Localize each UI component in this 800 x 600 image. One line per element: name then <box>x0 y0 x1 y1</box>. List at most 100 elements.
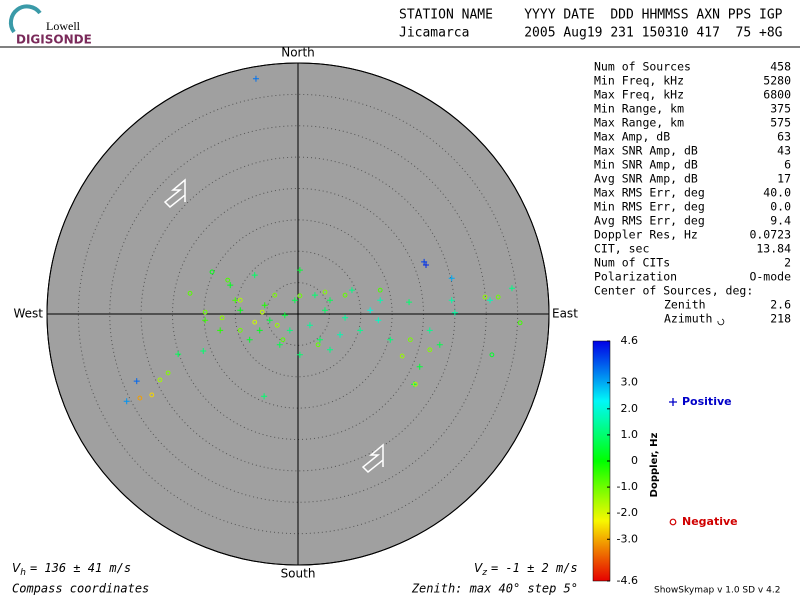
source-negative <box>137 395 143 401</box>
center-label: Azimuth <box>664 312 712 326</box>
stat-value: 6 <box>784 158 791 172</box>
legend-label: Negative <box>682 515 738 528</box>
source-positive <box>232 297 239 304</box>
zenith-label: Zenith: max 40° step 5° <box>411 582 578 596</box>
source-positive <box>487 297 494 304</box>
legend-label: Positive <box>682 395 732 408</box>
stat-value: 13.84 <box>756 242 791 256</box>
stat-label: Min RMS Err, deg <box>594 200 705 214</box>
source-positive <box>311 292 318 299</box>
stat-label: Max Freq, kHz <box>594 88 684 102</box>
arrow-sw <box>361 443 384 474</box>
source-negative <box>187 290 193 296</box>
source-positive <box>348 287 355 294</box>
colorbar-tick-label: 3.0 <box>621 376 639 389</box>
logo-line2: DIGISONDE <box>16 33 92 47</box>
stat-label: Avg RMS Err, deg <box>594 214 705 228</box>
direction-west: West <box>13 307 43 321</box>
source-positive <box>217 327 224 334</box>
source-negative <box>219 315 225 321</box>
colorbar: -4.6 -3.0 -2.0 -1.0 0 1.0 2.0 3.0 4.6 Doppler, Hz… <box>592 334 738 587</box>
source-negative <box>225 277 231 283</box>
source-positive <box>377 297 384 304</box>
stats-panel: Num of Sources 458 Min Freq, kHz 5280 Max Fr… <box>594 60 791 326</box>
stat-label: Polarization <box>594 270 677 284</box>
colorbar-tick-label: -2.0 <box>617 506 638 519</box>
source-positive <box>406 299 413 306</box>
source-negative <box>252 319 258 325</box>
version-label: ShowSkymap v 1.0 SD v 4.2 <box>654 586 780 596</box>
source-positive <box>200 348 207 355</box>
source-negative <box>489 352 495 358</box>
stat-label: Min Range, km <box>594 102 684 116</box>
source-negative <box>272 292 278 298</box>
source-negative <box>412 381 418 387</box>
source-positive <box>261 393 268 400</box>
stat-value: 458 <box>770 60 791 74</box>
source-negative <box>399 353 405 359</box>
source-negative <box>237 327 243 333</box>
source-positive <box>416 363 423 370</box>
source-positive <box>202 317 209 324</box>
source-positive <box>451 309 458 316</box>
source-negative <box>297 293 303 299</box>
stat-label: CIT, sec <box>594 242 649 256</box>
colorbar-label: Doppler, Hz <box>649 433 660 498</box>
source-negative <box>274 322 280 328</box>
direction-south: South <box>281 567 316 581</box>
source-positive <box>327 346 334 353</box>
azimuth-glyph <box>717 318 725 326</box>
source-positive <box>291 297 298 304</box>
source-positive <box>175 351 182 358</box>
colorbar-tick-label: 0 <box>631 454 638 467</box>
vh-label: Vh = 136 ± 41 m/s <box>12 561 131 578</box>
source-positive <box>296 267 303 274</box>
source-negative <box>427 347 433 353</box>
stat-value: O-mode <box>749 270 791 284</box>
source-negative <box>495 294 501 300</box>
source-negative <box>149 392 155 398</box>
source-positive <box>357 327 364 334</box>
stat-value: 17 <box>777 172 791 186</box>
stat-label: Max RMS Err, deg <box>594 186 705 200</box>
source-negative <box>157 377 163 383</box>
source-positive <box>436 341 443 348</box>
vz-text: = -1 ± 2 m/s <box>491 561 578 575</box>
source-positive <box>426 327 433 334</box>
source-positive <box>296 351 303 358</box>
legend-marker <box>669 398 677 406</box>
source-negative <box>315 342 321 348</box>
stat-value: 2 <box>784 256 791 270</box>
source-positive <box>276 341 283 348</box>
colorbar-tick-label: -4.6 <box>617 574 638 587</box>
center-value: 2.6 <box>770 298 791 312</box>
source-positive <box>508 285 515 292</box>
stat-value: 43 <box>777 144 791 158</box>
source-positive <box>237 307 244 314</box>
source-negative <box>342 292 348 298</box>
stat-value: 63 <box>777 130 791 144</box>
stat-label: Num of CITs <box>594 256 670 270</box>
stat-label: Doppler Res, Hz <box>594 228 698 242</box>
direction-north: North <box>281 46 315 60</box>
colorbar-tick-label: 2.0 <box>621 402 639 415</box>
stat-value: 5280 <box>763 74 791 88</box>
arrow-nw <box>163 178 186 209</box>
source-positive <box>337 331 344 338</box>
source-positive <box>256 327 263 334</box>
stat-value: 0.0723 <box>749 228 791 242</box>
stat-value: 40.0 <box>763 186 791 200</box>
source-positive <box>281 312 288 319</box>
source-negative <box>322 289 328 295</box>
source-positive <box>266 317 273 324</box>
source-positive <box>387 336 394 343</box>
source-positive <box>251 272 258 279</box>
source-positive <box>133 378 140 385</box>
source-positive <box>227 282 234 289</box>
source-negative <box>517 320 523 326</box>
logo-swoosh <box>8 4 42 34</box>
direction-east: East <box>552 307 578 321</box>
stat-label: Min SNR Amp, dB <box>594 158 698 172</box>
header-labels: STATION NAME YYYY DATE DDD HHMMSS AXN PP… <box>399 8 783 23</box>
